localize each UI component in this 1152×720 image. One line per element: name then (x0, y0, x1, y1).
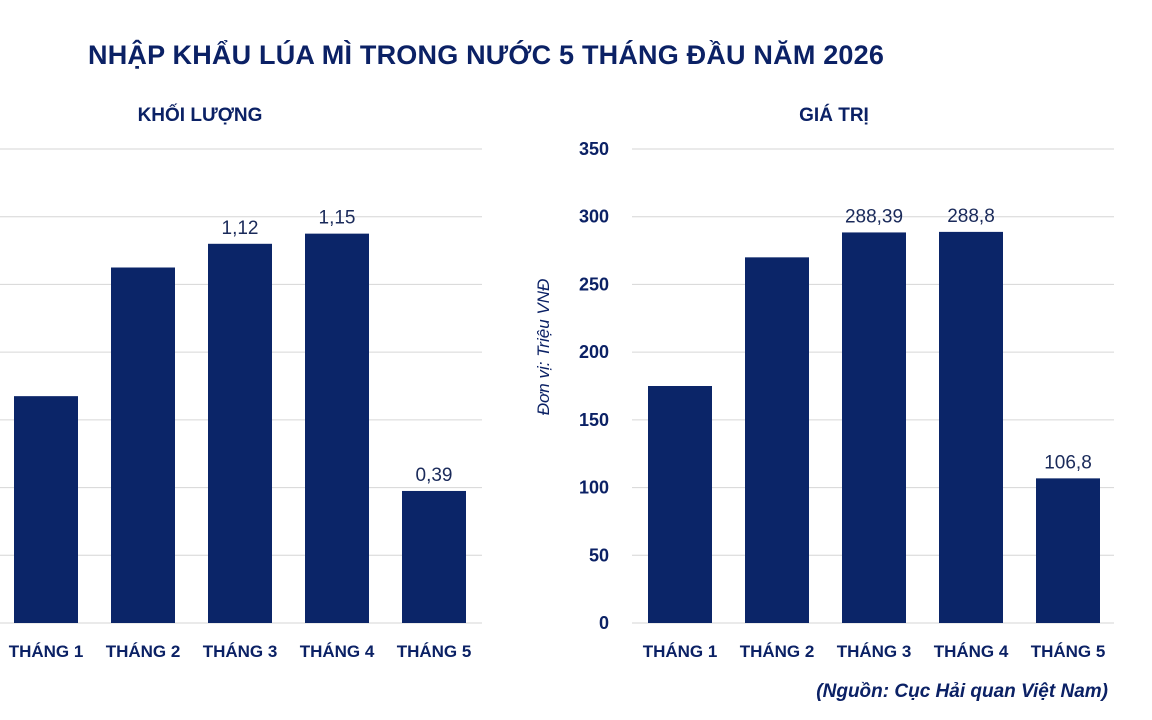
volume-chart-title: KHỐI LƯỢNG (138, 104, 263, 126)
volume-category-label: THÁNG 4 (300, 642, 375, 661)
volume-bar (402, 490, 466, 623)
volume-bar (208, 243, 272, 624)
value-data-label: 288,39 (845, 206, 903, 227)
value-category-label: THÁNG 1 (643, 642, 718, 661)
value-y-tick-label: 100 (579, 478, 609, 498)
volume-bar (14, 396, 78, 623)
value-chart-title: GIÁ TRỊ (799, 104, 869, 126)
value-bar (1036, 478, 1100, 623)
volume-category-label: THÁNG 3 (203, 642, 278, 661)
volume-bar (305, 233, 369, 623)
volume-bar (111, 267, 175, 623)
volume-category-label: THÁNG 5 (397, 642, 472, 661)
value-category-label: THÁNG 3 (837, 642, 912, 661)
value-y-tick-label: 300 (579, 207, 609, 227)
value-y-tick-label: 350 (579, 139, 609, 159)
value-y-tick-label: 200 (579, 342, 609, 362)
value-y-axis-label: Đơn vị: Triệu VNĐ (534, 279, 553, 416)
value-y-tick-label: 150 (579, 410, 609, 430)
value-bar (939, 231, 1003, 624)
volume-category-label: THÁNG 2 (106, 642, 181, 661)
volume-category-label: THÁNG 1 (9, 642, 84, 661)
value-category-label: THÁNG 2 (740, 642, 815, 661)
value-y-tick-label: 250 (579, 274, 609, 294)
value-data-label: 288,8 (947, 206, 995, 227)
value-y-tick-label: 50 (589, 545, 609, 565)
value-bar (842, 232, 906, 623)
value-category-label: THÁNG 5 (1031, 642, 1106, 661)
volume-data-label: 0,39 (416, 465, 453, 486)
value-y-tick-label: 0 (599, 613, 609, 633)
value-bar (648, 386, 712, 623)
value-bar (745, 257, 809, 623)
volume-data-label: 1,15 (319, 208, 356, 229)
value-category-label: THÁNG 4 (934, 642, 1009, 661)
value-data-label: 106,8 (1044, 452, 1092, 473)
volume-data-label: 1,12 (222, 218, 259, 239)
page-title: NHẬP KHẨU LÚA MÌ TRONG NƯỚC 5 THÁNG ĐẦU … (88, 40, 885, 70)
source-note: (Nguồn: Cục Hải quan Việt Nam) (816, 681, 1108, 702)
